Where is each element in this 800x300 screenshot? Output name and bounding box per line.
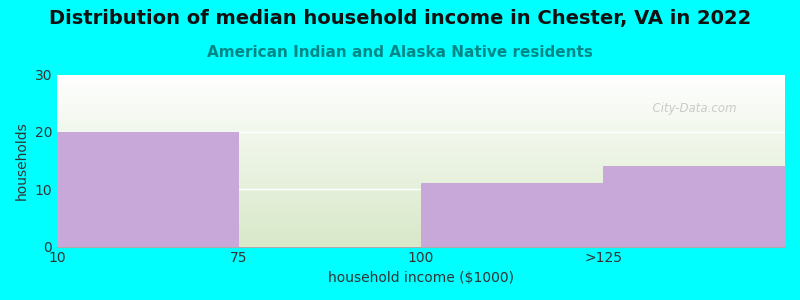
Text: Distribution of median household income in Chester, VA in 2022: Distribution of median household income … [49, 9, 751, 28]
Y-axis label: households: households [15, 121, 29, 200]
Bar [421, 184, 603, 247]
Bar [603, 166, 785, 247]
Text: American Indian and Alaska Native residents: American Indian and Alaska Native reside… [207, 45, 593, 60]
Bar [57, 132, 239, 247]
Text: City-Data.com: City-Data.com [645, 102, 736, 116]
X-axis label: household income ($1000): household income ($1000) [328, 271, 514, 285]
